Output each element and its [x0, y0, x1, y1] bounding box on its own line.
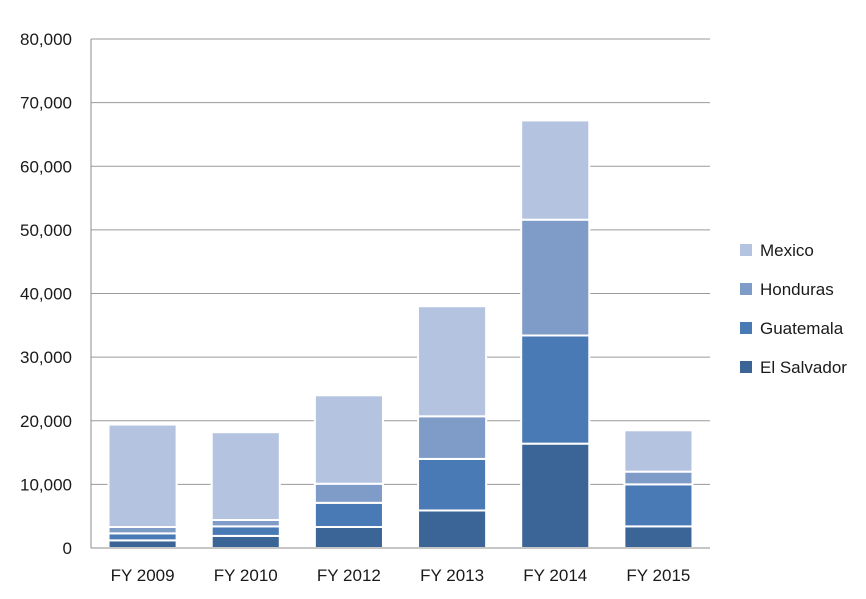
x-tick-label: FY 2013: [420, 566, 484, 585]
legend-item-el-salvador: El Salvador: [740, 358, 847, 377]
bar-segment-honduras-fy-2012: [313, 482, 384, 504]
bar-segment-mexico-fy-2010: [210, 431, 281, 522]
axes: 0 10,000 20,000 30,000 40,000 50,000 60,000 70,…: [20, 30, 710, 585]
bar-segment-guatemala-fy-2015: [623, 483, 694, 528]
bar-segment-el-salvador-fy-2014: [520, 442, 591, 549]
legend-label: Mexico: [760, 241, 814, 260]
x-tick-label: FY 2012: [317, 566, 381, 585]
bar-segment-guatemala-fy-2014: [520, 334, 591, 445]
bar-segment-el-salvador-fy-2013: [417, 509, 488, 549]
bar-segment-mexico-fy-2015: [623, 429, 694, 473]
legend: Mexico Honduras Guatemala El Salvador: [740, 241, 847, 377]
bar-segment-mexico-fy-2012: [313, 394, 384, 485]
x-tick-label: FY 2014: [523, 566, 587, 585]
legend-item-honduras: Honduras: [740, 280, 834, 299]
bar-segment-el-salvador-fy-2010: [210, 534, 281, 550]
y-tick-label: 20,000: [20, 412, 72, 431]
legend-item-guatemala: Guatemala: [740, 319, 844, 338]
bar-segment-guatemala-fy-2012: [313, 501, 384, 529]
legend-swatch-el-salvador: [740, 361, 752, 373]
bar-segment-guatemala-fy-2010: [210, 525, 281, 537]
bar-segment-honduras-fy-2014: [520, 218, 591, 337]
y-tick-label: 0: [63, 539, 72, 558]
bar-segment-honduras-fy-2015: [623, 470, 694, 486]
legend-swatch-honduras: [740, 283, 752, 295]
bar-segment-mexico-fy-2013: [417, 305, 488, 418]
bar-segment-el-salvador-fy-2015: [623, 525, 694, 549]
legend-item-mexico: Mexico: [740, 241, 814, 260]
y-tick-label: 60,000: [20, 157, 72, 176]
legend-label: Honduras: [760, 280, 834, 299]
y-tick-label: 80,000: [20, 30, 72, 49]
legend-label: Guatemala: [760, 319, 844, 338]
x-tick-label: FY 2009: [111, 566, 175, 585]
y-tick-label: 50,000: [20, 221, 72, 240]
bar-segment-el-salvador-fy-2009: [107, 539, 178, 549]
bar-segment-honduras-fy-2013: [417, 415, 488, 460]
x-tick-label: FY 2015: [626, 566, 690, 585]
y-tick-label: 10,000: [20, 475, 72, 494]
y-tick-label: 30,000: [20, 348, 72, 367]
bar-segment-guatemala-fy-2009: [107, 532, 178, 542]
y-tick-label: 70,000: [20, 94, 72, 113]
legend-swatch-mexico: [740, 244, 752, 256]
legend-swatch-guatemala: [740, 322, 752, 334]
gridlines: [91, 38, 710, 485]
bar-segment-el-salvador-fy-2012: [313, 526, 384, 549]
legend-label: El Salvador: [760, 358, 847, 377]
bar-segment-mexico-fy-2014: [520, 119, 591, 221]
bar-segment-guatemala-fy-2013: [417, 457, 488, 512]
bar-segment-mexico-fy-2009: [107, 423, 178, 529]
bars: [107, 119, 694, 550]
x-tick-label: FY 2010: [214, 566, 278, 585]
y-tick-label: 40,000: [20, 285, 72, 304]
